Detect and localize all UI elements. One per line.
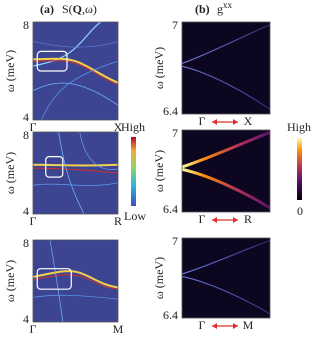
y-tick-label: 6.4: [163, 202, 178, 216]
y-axis-label: ω (meV): [3, 152, 17, 194]
colorbar: [131, 137, 136, 206]
panel-frame: [32, 239, 119, 323]
heatmap: [182, 130, 270, 212]
x-tick-label: Γ: [30, 120, 37, 134]
panel-frame: [181, 129, 271, 213]
x-tick-label: X: [244, 114, 253, 128]
y-tick-label: 7: [172, 234, 178, 248]
x-tick-label: Γ: [30, 322, 37, 336]
y-tick-label: 6.4: [163, 308, 178, 322]
x-tick-label: Γ: [199, 212, 206, 226]
colorbar-label: Low: [124, 209, 146, 223]
y-tick-label: 6.4: [163, 104, 178, 118]
colorbar-label: High: [121, 120, 145, 134]
y-axis-label: ω (meV): [3, 260, 17, 302]
y-axis-label: ω (meV): [152, 47, 166, 89]
panel-frame: [32, 131, 119, 215]
y-tick-label: 8: [23, 18, 29, 32]
y-tick-label: 4: [23, 204, 29, 218]
panel-title: gxx: [217, 0, 233, 16]
panel-label: (a): [40, 2, 54, 16]
panel-frame: [181, 21, 271, 115]
heatmap: [33, 22, 118, 120]
heatmap: [33, 132, 118, 214]
colorbar-label: 0: [297, 204, 303, 218]
panel-frame: [32, 21, 119, 121]
y-axis-label: ω (meV): [152, 257, 166, 299]
x-tick-label: M: [243, 318, 254, 332]
x-tick-label: M: [113, 322, 124, 336]
x-tick-label: R: [244, 212, 252, 226]
y-axis-label: ω (meV): [152, 150, 166, 192]
x-tick-label: Γ: [199, 318, 206, 332]
heatmap: [33, 240, 118, 322]
heatmap: [182, 238, 270, 318]
panel-label: (b): [195, 2, 210, 16]
y-tick-label: 8: [23, 128, 29, 142]
x-tick-label: X: [114, 120, 123, 134]
y-axis-label: ω (meV): [3, 50, 17, 92]
x-tick-label: Γ: [30, 214, 37, 228]
x-tick-label: R: [114, 214, 122, 228]
panel-title: S(Q,ω): [62, 2, 97, 16]
y-tick-label: 7: [172, 18, 178, 32]
colorbar: [297, 138, 302, 200]
x-tick-label: Γ: [199, 114, 206, 128]
y-tick-label: 7: [172, 126, 178, 140]
y-tick-label: 8: [23, 236, 29, 250]
y-tick-label: 4: [23, 110, 29, 124]
heatmap: [182, 22, 270, 114]
figure: (a) S(Q,ω) (b) gxx High Low High 0 8 4 ω (…: [3, 0, 311, 336]
colorbar-label: High: [287, 120, 311, 134]
panel-frame: [181, 237, 271, 319]
y-tick-label: 4: [23, 312, 29, 326]
